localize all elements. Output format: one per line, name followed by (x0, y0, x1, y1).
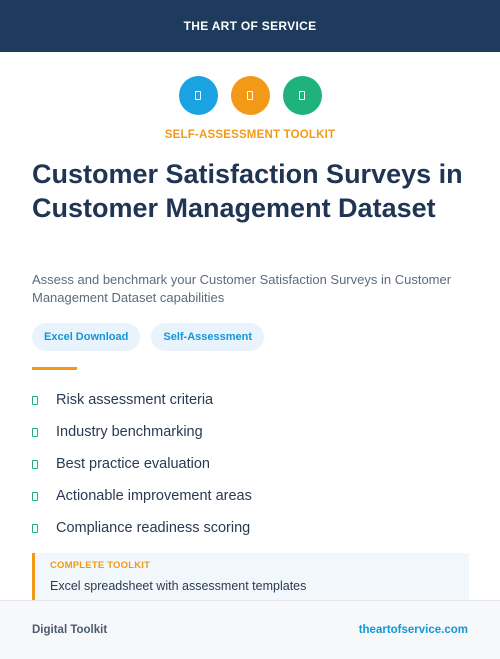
toolkit-callout: COMPLETE TOOLKIT Excel spreadsheet with … (32, 553, 469, 601)
feature-item: Actionable improvement areas (32, 480, 252, 512)
toolkit-label: COMPLETE TOOLKIT (50, 560, 151, 571)
page-subtitle: Assess and benchmark your Customer Satis… (32, 272, 452, 305)
tag-list: Excel Download Self-Assessment (32, 323, 265, 351)
tag-self-assessment: Self-Assessment (151, 323, 265, 351)
orange-badge-icon (230, 76, 270, 115)
feature-label: Risk assessment criteria (56, 392, 214, 408)
footer-bar: Digital Toolkit theartofservice.com (0, 600, 500, 659)
page-title: Customer Satisfaction Surveys in Custome… (32, 159, 463, 223)
check-icon (32, 491, 38, 501)
feature-label: Best practice evaluation (56, 456, 210, 472)
feature-item: Industry benchmarking (32, 416, 252, 448)
toolkit-description: Excel spreadsheet with assessment templa… (50, 579, 307, 593)
tag-excel-download: Excel Download (32, 323, 141, 351)
header-bar: THE ART OF SERVICE (0, 0, 500, 52)
check-icon (32, 427, 38, 437)
website-link[interactable]: theartofservice.com (358, 624, 468, 636)
feature-label: Industry benchmarking (56, 424, 203, 440)
icon-row (0, 76, 500, 115)
feature-item: Best practice evaluation (32, 448, 252, 480)
green-badge-icon (282, 76, 322, 115)
check-icon (32, 459, 38, 469)
check-icon (32, 395, 38, 405)
feature-label: Compliance readiness scoring (56, 520, 251, 536)
feature-list: Risk assessment criteria Industry benchm… (32, 384, 252, 544)
accent-divider (32, 367, 77, 370)
blue-badge-icon (178, 76, 218, 115)
footer-label: Digital Toolkit (32, 624, 108, 636)
check-icon (32, 523, 38, 533)
feature-item: Risk assessment criteria (32, 384, 252, 416)
eyebrow-label: SELF-ASSESSMENT TOOLKIT (164, 129, 336, 141)
feature-label: Actionable improvement areas (56, 488, 252, 504)
brand-name: THE ART OF SERVICE (183, 19, 317, 33)
feature-item: Compliance readiness scoring (32, 512, 252, 544)
